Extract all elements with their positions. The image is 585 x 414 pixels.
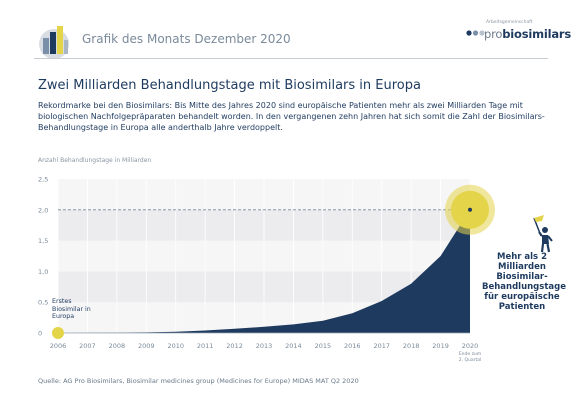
x-tick-label: 2010 [167, 342, 184, 350]
brand-sup: Arbeitsgemeinschaft [486, 20, 533, 25]
header-divider [34, 58, 548, 59]
x-tick-label: 2020 [462, 342, 479, 350]
grafik-title: Grafik des Monats Dezember 2020 [82, 32, 291, 46]
y-tick-label: 1,5 [38, 237, 48, 245]
brand-pro: pro [484, 27, 503, 41]
y-tick-label: 1,0 [38, 268, 48, 276]
y-tick-label: 2,5 [38, 176, 48, 184]
y-tick-label: 0 [38, 330, 42, 338]
x-tick-label: 2019 [432, 342, 449, 350]
x-tick-label: 2018 [403, 342, 420, 350]
x-tick-label: 2006 [50, 342, 67, 350]
x-tick-label: 2013 [256, 342, 273, 350]
x-tick-label: 2016 [344, 342, 361, 350]
header: Grafik des Monats Dezember 2020 Arbeitsg… [0, 0, 585, 68]
x-tick-label: 2015 [315, 342, 332, 350]
y-axis-label: Anzahl Behandlungstage in Milliarden [38, 157, 151, 164]
x-note-label: Ende zum [459, 351, 481, 357]
brand-name: probiosimilars [484, 27, 571, 41]
brand-logo: Arbeitsgemeinschaft probiosimilars [466, 20, 571, 54]
callout-text: Mehr als 2 Milliarden Biosimilar-Behandl… [482, 252, 566, 312]
brand-bio: biosimilars [502, 27, 572, 41]
data-point [468, 207, 472, 212]
intro-text: Rekordmarke bei den Biosimilars: Bis Mit… [38, 101, 545, 132]
x-tick-label: 2017 [373, 342, 390, 350]
x-tick-label: 2012 [226, 342, 243, 350]
x-tick-label: 2008 [109, 342, 126, 350]
brand-dots-icon [466, 30, 485, 36]
x-tick-label: 2011 [197, 342, 214, 350]
page-title: Zwei Milliarden Behandlungstage mit Bios… [38, 78, 421, 93]
first-biosimilar-label: Erstes Biosimilar in Europa [52, 298, 91, 320]
data-area [58, 209, 470, 333]
source-note: Quelle: AG Pro Biosimilars, Biosimilar m… [38, 377, 359, 385]
x-tick-label: 2009 [138, 342, 155, 350]
y-tick-label: 0,5 [38, 299, 48, 307]
bar-chart-logo-icon [39, 26, 69, 59]
y-tick-label: 2,0 [38, 206, 48, 214]
x-tick-label: 2007 [79, 342, 96, 350]
person-with-flag-icon [533, 215, 553, 253]
x-note-label: 2. Quartal [459, 357, 482, 363]
first-biosimilar-dot [52, 327, 64, 339]
x-tick-label: 2014 [285, 342, 302, 350]
